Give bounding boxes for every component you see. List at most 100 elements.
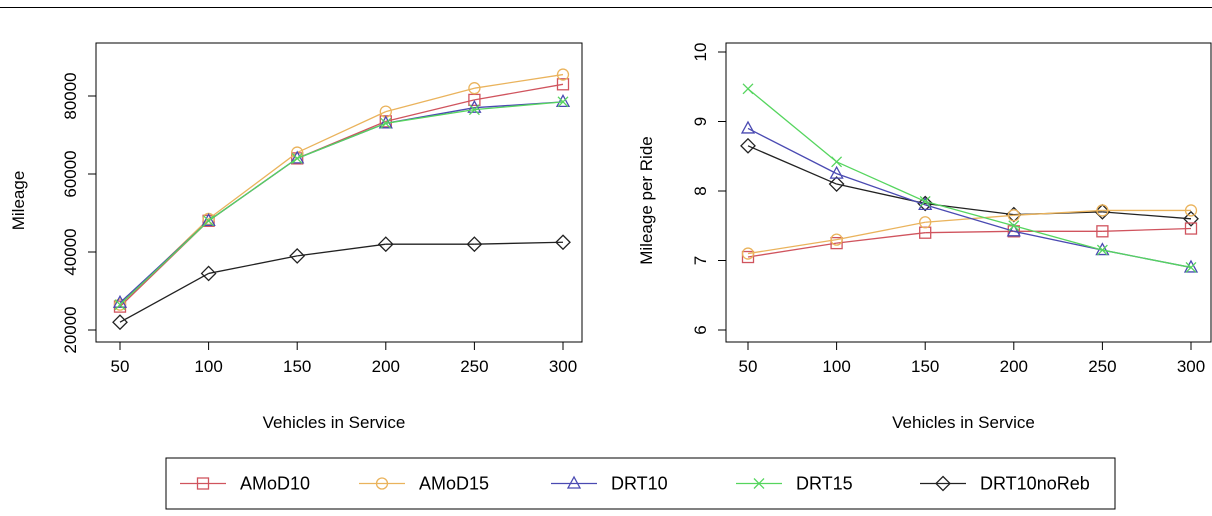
chart-panel-1: 50 100 150 200 250 300 20000 40000 60000 80000 Veh… [9, 42, 583, 432]
y-tick-label: 40000 [61, 228, 80, 275]
legend-label: DRT10noReb [980, 474, 1090, 494]
legend-item-drt10noreb: DRT10noReb [920, 474, 1090, 494]
data-point [201, 212, 216, 226]
series-segment [296, 122, 387, 160]
data-point [831, 156, 843, 168]
y-axis-title: Mileage [9, 171, 28, 231]
data-point [113, 298, 127, 311]
series-drt10 [740, 120, 1199, 273]
series-segment [474, 101, 564, 111]
data-point [466, 236, 483, 253]
plot-frame [95, 42, 583, 343]
legend-marker [375, 477, 389, 490]
x-tick-label: 50 [739, 357, 758, 376]
x-axis-title: Vehicles in Service [263, 413, 406, 432]
legend-item-drt10: DRT10 [551, 474, 668, 494]
series-segment [836, 161, 926, 203]
plot-frame [725, 42, 1212, 343]
data-point [556, 68, 570, 81]
x-tick-label: 150 [283, 357, 311, 376]
series-segment [925, 214, 1014, 223]
series-amod10 [741, 222, 1198, 264]
x-tick-label: 200 [1000, 357, 1028, 376]
legend-item-amod15: AMoD15 [359, 474, 489, 494]
y-tick-label: 10 [691, 43, 710, 62]
legend-item-drt15: DRT15 [736, 474, 853, 494]
data-point [828, 176, 845, 192]
series-segment [747, 239, 837, 255]
series-segment [385, 87, 475, 113]
series-segment [1013, 230, 1103, 251]
data-point [1008, 220, 1020, 232]
data-point [1007, 209, 1020, 222]
legend-label: DRT10 [611, 474, 668, 494]
data-point [468, 93, 481, 107]
data-point [919, 216, 932, 229]
y-axis: 6 7 8 9 10 [691, 43, 727, 335]
legend: AMoD10 AMoD15 DRT10 DRT15 DRT10noReb [165, 457, 1116, 510]
series-segment [385, 109, 475, 124]
series-segment [1013, 225, 1103, 251]
x-tick-label: 200 [372, 357, 400, 376]
data-point [556, 78, 570, 91]
x-tick-label: 300 [1177, 357, 1205, 376]
series-segment [747, 242, 837, 258]
data-point [740, 120, 756, 134]
x-tick-label: 250 [460, 357, 488, 376]
series-segment [925, 204, 1014, 232]
data-point [917, 195, 934, 212]
data-point [830, 236, 843, 250]
y-tick-label: 6 [691, 325, 710, 334]
data-point [1184, 222, 1198, 235]
data-point [741, 250, 755, 264]
data-point [829, 165, 844, 179]
series-segment [836, 221, 926, 241]
data-point [830, 233, 843, 246]
x-axis: 50 100 150 200 250 300 [739, 341, 1205, 376]
data-point [1094, 203, 1111, 220]
data-point [919, 195, 931, 207]
series-segment [925, 230, 1014, 234]
y-tick-label: 9 [691, 117, 710, 126]
series-segment [119, 272, 209, 323]
x-axis-title: Vehicles in Service [892, 413, 1035, 432]
legend-label: DRT15 [796, 474, 853, 494]
series-segment [925, 200, 1014, 227]
data-point [1006, 223, 1021, 237]
series-amod15 [741, 204, 1198, 260]
x-tick-label: 100 [194, 357, 222, 376]
series-segment [1102, 227, 1192, 232]
data-point [1185, 261, 1197, 273]
data-point [200, 265, 217, 282]
series-segment [296, 111, 387, 154]
legend-box [165, 457, 1116, 510]
data-point [741, 247, 755, 260]
series-drt10noreb [112, 234, 571, 331]
data-point [1096, 225, 1109, 238]
x-tick-label: 50 [111, 357, 130, 376]
data-point [377, 236, 394, 253]
series-segment [836, 232, 926, 244]
series-amod15 [113, 68, 570, 311]
series-segment [474, 241, 564, 245]
data-point [114, 299, 126, 311]
data-point [557, 96, 569, 108]
series-drt10 [112, 93, 571, 308]
data-point [468, 104, 480, 116]
series-segment [385, 99, 475, 122]
series-amod10 [113, 78, 570, 313]
data-point [112, 314, 128, 331]
series-segment [747, 88, 838, 163]
x-tick-label: 300 [549, 357, 577, 376]
y-axis: 20000 40000 60000 80000 [61, 72, 97, 354]
data-point [740, 137, 756, 154]
y-tick-label: 60000 [61, 150, 80, 197]
data-point [555, 234, 571, 251]
series-segment [208, 157, 298, 222]
data-point [555, 93, 571, 107]
series-segment [119, 220, 210, 306]
series-segment [1102, 211, 1192, 220]
data-point [1096, 244, 1108, 256]
series-drt10noreb [740, 137, 1199, 227]
